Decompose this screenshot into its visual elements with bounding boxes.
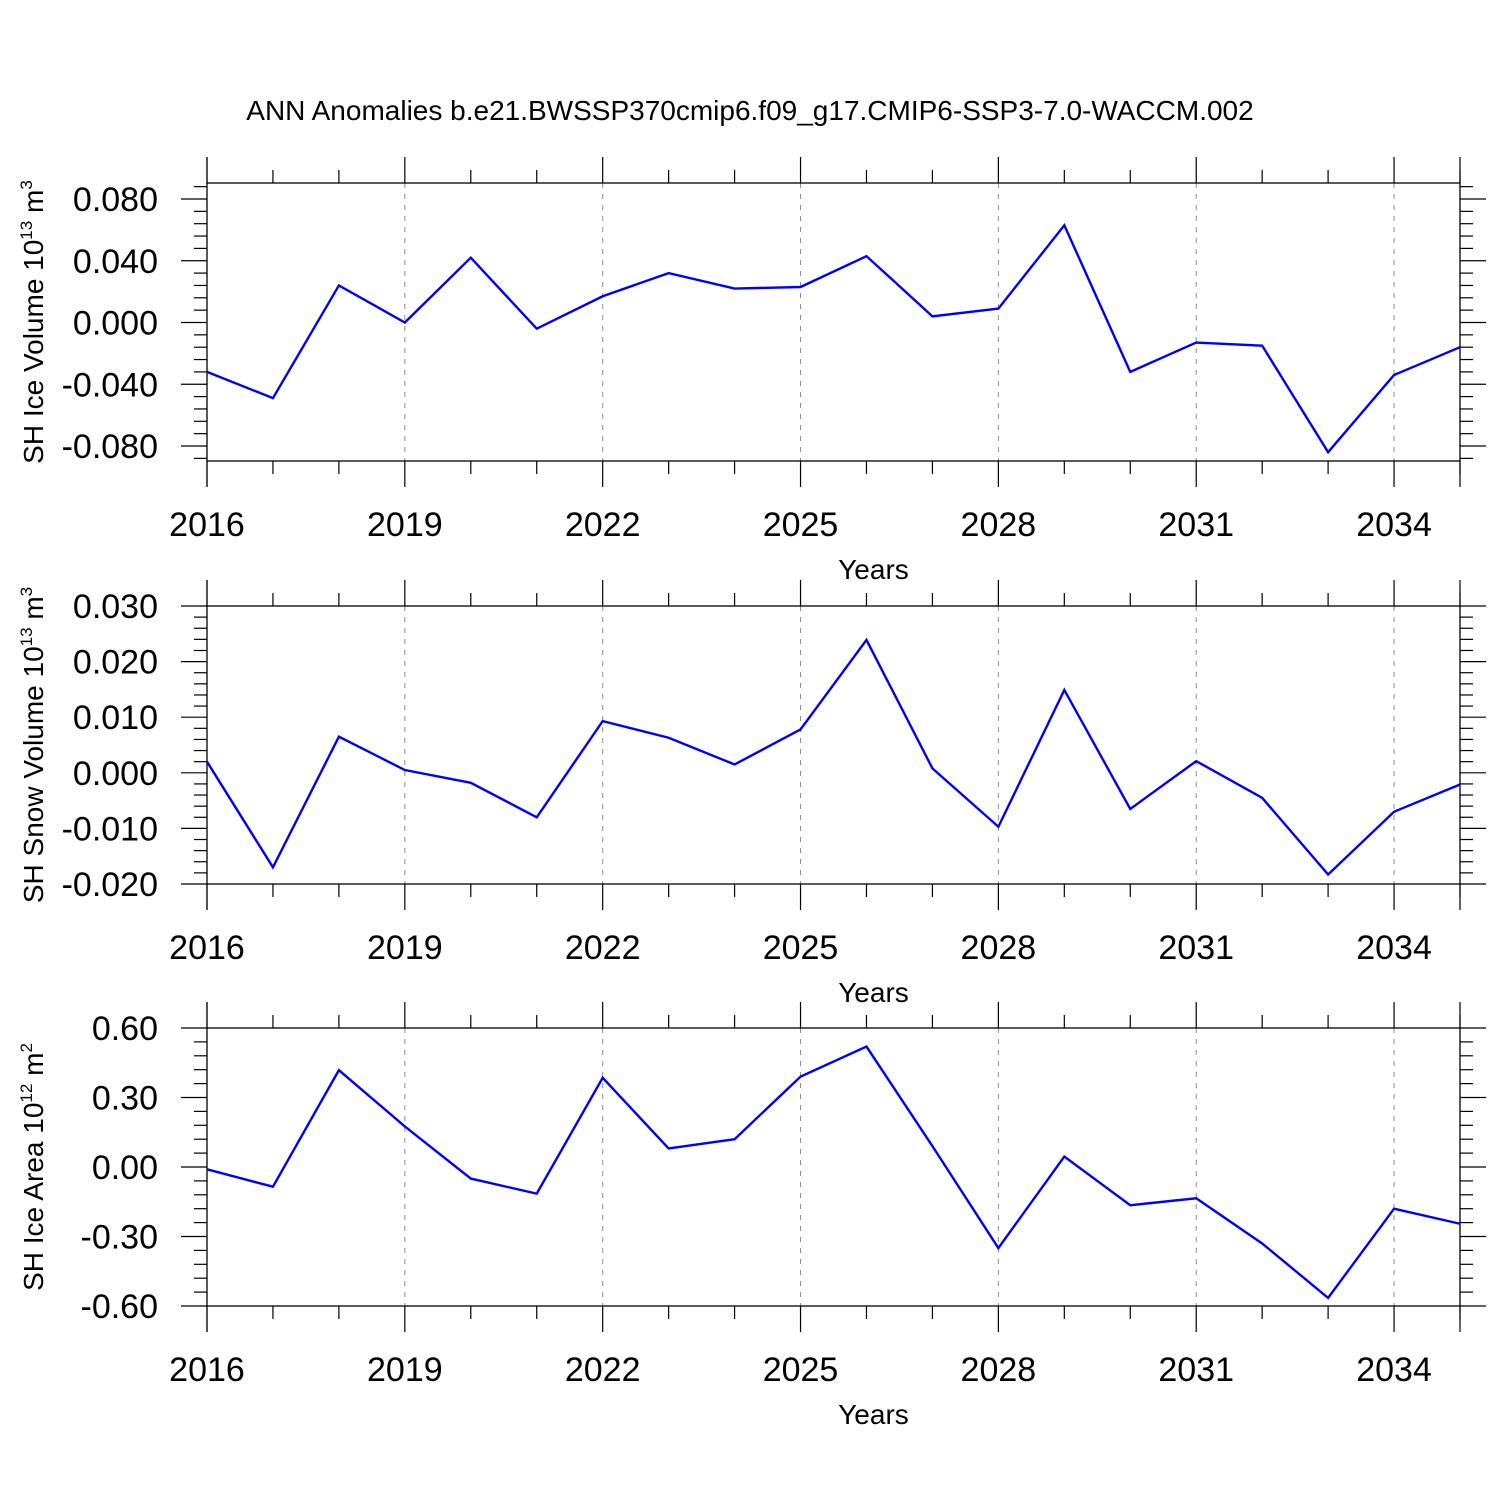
y-axis-label-unit: m (18, 1053, 49, 1084)
y-tick-label: 0.000 (73, 755, 158, 793)
panel-1: 2016 2019 2022 2025 2028 2031 2034 Years -0.080 -… (17, 157, 1486, 585)
y-axis-label-unit-exponent: 3 (17, 180, 36, 189)
y-axis-label-exponent: 13 (17, 221, 36, 240)
y-tick-label: -0.080 (62, 428, 158, 466)
y-axis-label-main: SH Snow Volume 10 (18, 646, 49, 903)
x-tick-label: 2022 (565, 929, 641, 967)
series-line (205, 637, 1461, 877)
y-tick-label: -0.020 (62, 866, 158, 904)
x-tick-label: 2028 (961, 506, 1037, 544)
x-tick-label: 2019 (367, 1351, 443, 1389)
y-tick-label: 0.020 (73, 644, 158, 682)
y-axis-label-unit: m (18, 596, 49, 627)
x-axis-label: Years (838, 977, 909, 1008)
x-tick-label: 2016 (169, 506, 245, 544)
x-tick-label: 2025 (763, 1351, 839, 1389)
y-axis-label-unit: m (18, 190, 49, 221)
y-axis-label-exponent: 12 (17, 1084, 36, 1103)
plot-frame (206, 1027, 1461, 1307)
series-line (206, 1045, 1461, 1300)
y-tick-label: 0.30 (92, 1080, 158, 1118)
y-tick-label: 0.00 (92, 1149, 158, 1187)
x-tick-label: 2019 (367, 929, 443, 967)
y-axis-label: SH Ice Volume 1013 m3 (17, 180, 49, 464)
x-tick-label: 2028 (961, 1351, 1037, 1389)
y-tick-label: 0.040 (73, 243, 158, 281)
y-axis-label-main: SH Ice Volume 10 (18, 240, 49, 464)
x-tick-label: 2031 (1158, 1351, 1234, 1389)
x-tick-label: 2022 (565, 1351, 641, 1389)
x-tick-label: 2034 (1356, 1351, 1432, 1389)
y-tick-label: 0.60 (92, 1010, 158, 1048)
y-tick-label: -0.30 (81, 1219, 159, 1257)
panel-2: 2016 2019 2022 2025 2028 2031 2034 Years -0.020 -… (17, 580, 1486, 1008)
y-tick-label: -0.60 (81, 1288, 159, 1326)
x-tick-label: 2022 (565, 506, 641, 544)
series-line (206, 222, 1461, 455)
plot-frame (206, 182, 1461, 462)
y-axis-label-main: SH Ice Area 10 (18, 1103, 49, 1291)
y-tick-label: 0.000 (73, 305, 158, 343)
y-tick-label: 0.080 (73, 181, 158, 219)
x-axis-label: Years (838, 554, 909, 585)
x-tick-label: 2016 (169, 1351, 245, 1389)
y-axis-label-exponent: 13 (17, 627, 36, 646)
y-tick-label: -0.010 (62, 810, 158, 848)
x-tick-label: 2031 (1158, 929, 1234, 967)
x-tick-label: 2019 (367, 506, 443, 544)
x-tick-label: 2025 (763, 506, 839, 544)
y-axis-label: SH Ice Area 1012 m2 (17, 1043, 49, 1291)
x-tick-label: 2031 (1158, 506, 1234, 544)
y-axis-label: SH Snow Volume 1013 m3 (17, 587, 49, 903)
y-tick-label: -0.040 (62, 366, 158, 404)
y-tick-label: 0.030 (73, 588, 158, 626)
y-axis-label-unit-exponent: 2 (17, 1043, 36, 1052)
x-tick-label: 2016 (169, 929, 245, 967)
y-axis-label-unit-exponent: 3 (17, 587, 36, 596)
x-axis-label: Years (838, 1399, 909, 1430)
panel-3: 2016 2019 2022 2025 2028 2031 2034 Years -0.60 -0… (17, 1002, 1486, 1430)
y-tick-label: 0.010 (73, 699, 158, 737)
x-tick-label: 2034 (1356, 929, 1432, 967)
x-tick-label: 2025 (763, 929, 839, 967)
x-tick-label: 2028 (961, 929, 1037, 967)
figure-title: ANN Anomalies b.e21.BWSSP370cmip6.f09_g1… (246, 95, 1253, 126)
plot-frame (206, 605, 1461, 885)
x-tick-label: 2034 (1356, 506, 1432, 544)
